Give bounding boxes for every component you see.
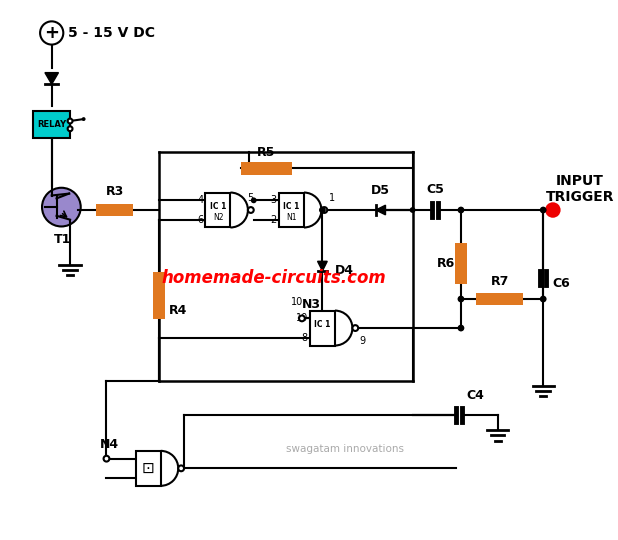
Text: R4: R4 [169,303,187,316]
Circle shape [540,295,546,302]
Text: IC 1: IC 1 [315,320,331,329]
Text: D5: D5 [371,185,390,198]
Polygon shape [318,261,328,271]
Text: 5: 5 [247,193,253,204]
Bar [153,272,165,319]
Circle shape [104,456,109,462]
Circle shape [40,22,63,45]
Circle shape [321,207,328,213]
Text: 4: 4 [197,195,203,205]
Text: homemade-circuits.com: homemade-circuits.com [161,269,386,287]
Text: R6: R6 [437,256,455,269]
Text: C5: C5 [426,184,444,197]
Text: D4: D4 [335,264,354,276]
Bar [455,243,467,284]
Text: 10: 10 [291,297,303,307]
Text: R7: R7 [491,275,509,288]
Bar [242,162,292,175]
Circle shape [67,119,72,124]
Text: 6: 6 [197,215,203,225]
Polygon shape [45,72,59,84]
Text: N1: N1 [286,213,297,222]
Text: N4: N4 [100,438,119,451]
Circle shape [178,465,184,471]
Text: 10: 10 [295,313,308,323]
Text: C4: C4 [467,389,485,402]
Text: N2: N2 [213,213,223,222]
Text: N3: N3 [302,298,321,310]
Bar [135,451,161,486]
Text: 5 - 15 V DC: 5 - 15 V DC [68,26,155,40]
Bar [33,111,70,138]
Bar [310,310,335,346]
Text: 3: 3 [271,195,277,205]
Circle shape [299,315,305,321]
Circle shape [457,325,464,332]
Text: 8: 8 [302,333,308,343]
Text: ⊡: ⊡ [142,461,155,476]
Circle shape [540,207,546,213]
Bar [279,193,304,227]
Circle shape [545,202,561,218]
Text: RELAY: RELAY [37,120,66,130]
Circle shape [251,198,256,203]
Text: 2: 2 [271,215,277,225]
Text: T1: T1 [54,233,71,246]
Bar [476,293,523,305]
Text: C6: C6 [553,277,570,290]
Text: +: + [44,24,59,42]
Circle shape [352,325,358,331]
Text: R5: R5 [257,146,276,159]
Text: R3: R3 [106,185,124,198]
Text: 1: 1 [329,193,336,204]
Text: IC 1: IC 1 [284,201,300,211]
Polygon shape [376,205,386,215]
Circle shape [457,207,464,213]
Circle shape [319,207,326,213]
Circle shape [82,117,85,121]
Circle shape [410,207,415,213]
Text: INPUT
TRIGGER: INPUT TRIGGER [546,174,614,204]
Circle shape [457,295,464,302]
Text: IC 1: IC 1 [210,201,226,211]
Circle shape [67,126,72,131]
Bar [96,204,133,217]
Text: 9: 9 [359,336,365,346]
Text: swagatam innovations: swagatam innovations [286,444,404,454]
Bar [205,193,231,227]
Circle shape [42,188,81,226]
Circle shape [248,207,254,213]
